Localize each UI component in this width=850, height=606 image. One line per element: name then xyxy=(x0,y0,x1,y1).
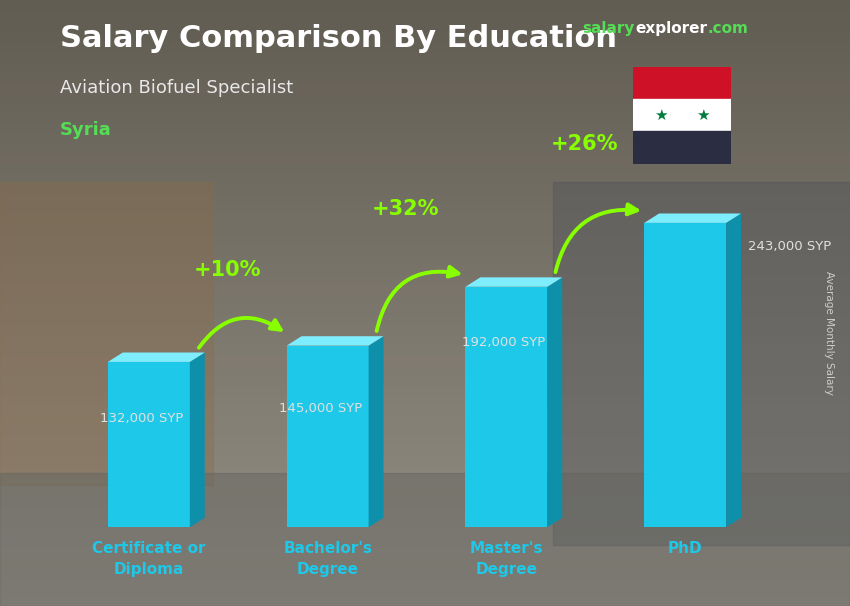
Bar xyxy=(0,61,850,71)
Text: 145,000 SYP: 145,000 SYP xyxy=(280,402,362,415)
Bar xyxy=(0,273,850,283)
Bar xyxy=(0,323,850,333)
Bar xyxy=(0,41,850,50)
Bar xyxy=(0,435,850,444)
Bar xyxy=(0,293,850,303)
Bar xyxy=(0,162,850,171)
Text: explorer: explorer xyxy=(636,21,708,36)
Bar xyxy=(0,192,850,202)
Bar xyxy=(0,152,850,162)
Bar xyxy=(0,565,850,576)
Bar xyxy=(0,473,850,606)
Text: salary: salary xyxy=(582,21,635,36)
Bar xyxy=(0,303,850,313)
Bar xyxy=(0,424,850,435)
Bar xyxy=(0,556,850,565)
Bar xyxy=(0,535,850,545)
Bar xyxy=(0,485,850,495)
Bar xyxy=(0,0,850,10)
Bar xyxy=(0,50,850,61)
Bar xyxy=(0,262,850,273)
Bar xyxy=(0,333,850,344)
Bar xyxy=(0,141,850,152)
Bar xyxy=(633,132,731,164)
Bar xyxy=(0,596,850,606)
Text: Salary Comparison By Education: Salary Comparison By Education xyxy=(60,24,616,53)
Bar xyxy=(0,283,850,293)
FancyArrowPatch shape xyxy=(555,204,638,272)
Bar xyxy=(0,465,850,474)
Bar xyxy=(0,202,850,212)
Text: 132,000 SYP: 132,000 SYP xyxy=(100,411,184,425)
Text: 192,000 SYP: 192,000 SYP xyxy=(462,336,546,349)
FancyArrowPatch shape xyxy=(377,267,458,331)
Bar xyxy=(0,91,850,101)
Bar xyxy=(108,362,190,527)
Bar xyxy=(552,182,850,545)
Text: .com: .com xyxy=(707,21,748,36)
Text: +26%: +26% xyxy=(551,134,618,154)
Bar xyxy=(0,30,850,41)
Bar xyxy=(633,67,731,99)
Bar xyxy=(0,182,212,485)
Bar xyxy=(0,454,850,465)
Polygon shape xyxy=(108,353,205,362)
Polygon shape xyxy=(547,278,562,527)
Bar xyxy=(0,374,850,384)
Bar xyxy=(633,99,731,132)
Bar xyxy=(0,414,850,424)
Bar xyxy=(0,505,850,515)
Bar xyxy=(0,515,850,525)
Bar xyxy=(0,212,850,222)
Bar xyxy=(0,344,850,353)
Text: ★: ★ xyxy=(696,108,710,122)
Bar xyxy=(466,287,547,527)
Text: +10%: +10% xyxy=(193,259,261,279)
Bar xyxy=(0,444,850,454)
Polygon shape xyxy=(286,336,383,345)
Bar xyxy=(0,364,850,374)
Bar xyxy=(0,182,850,192)
Bar xyxy=(0,10,850,20)
Bar xyxy=(0,111,850,121)
Bar xyxy=(286,345,369,527)
Bar xyxy=(0,222,850,232)
Bar xyxy=(0,353,850,364)
Bar xyxy=(0,101,850,111)
Text: ★: ★ xyxy=(654,108,668,122)
Polygon shape xyxy=(190,353,205,527)
Text: +32%: +32% xyxy=(372,199,439,219)
Polygon shape xyxy=(466,278,562,287)
Bar xyxy=(0,404,850,414)
Bar xyxy=(644,223,726,527)
Text: Syria: Syria xyxy=(60,121,111,139)
Bar xyxy=(0,384,850,394)
Bar xyxy=(0,545,850,556)
Bar xyxy=(0,253,850,262)
Text: Aviation Biofuel Specialist: Aviation Biofuel Specialist xyxy=(60,79,292,97)
Text: 243,000 SYP: 243,000 SYP xyxy=(749,241,832,253)
Bar xyxy=(0,525,850,535)
Bar xyxy=(0,232,850,242)
Bar xyxy=(0,132,850,141)
Bar xyxy=(0,495,850,505)
Bar xyxy=(0,71,850,81)
Bar xyxy=(0,242,850,253)
Bar xyxy=(0,394,850,404)
Bar xyxy=(0,576,850,586)
FancyArrowPatch shape xyxy=(199,318,280,348)
Bar xyxy=(0,586,850,596)
Bar xyxy=(0,20,850,30)
Bar xyxy=(0,313,850,323)
Bar xyxy=(0,81,850,91)
Bar xyxy=(0,474,850,485)
Bar xyxy=(0,171,850,182)
Text: Average Monthly Salary: Average Monthly Salary xyxy=(824,271,834,395)
Bar xyxy=(0,121,850,132)
Polygon shape xyxy=(644,213,741,223)
Polygon shape xyxy=(726,213,741,527)
Polygon shape xyxy=(369,336,383,527)
